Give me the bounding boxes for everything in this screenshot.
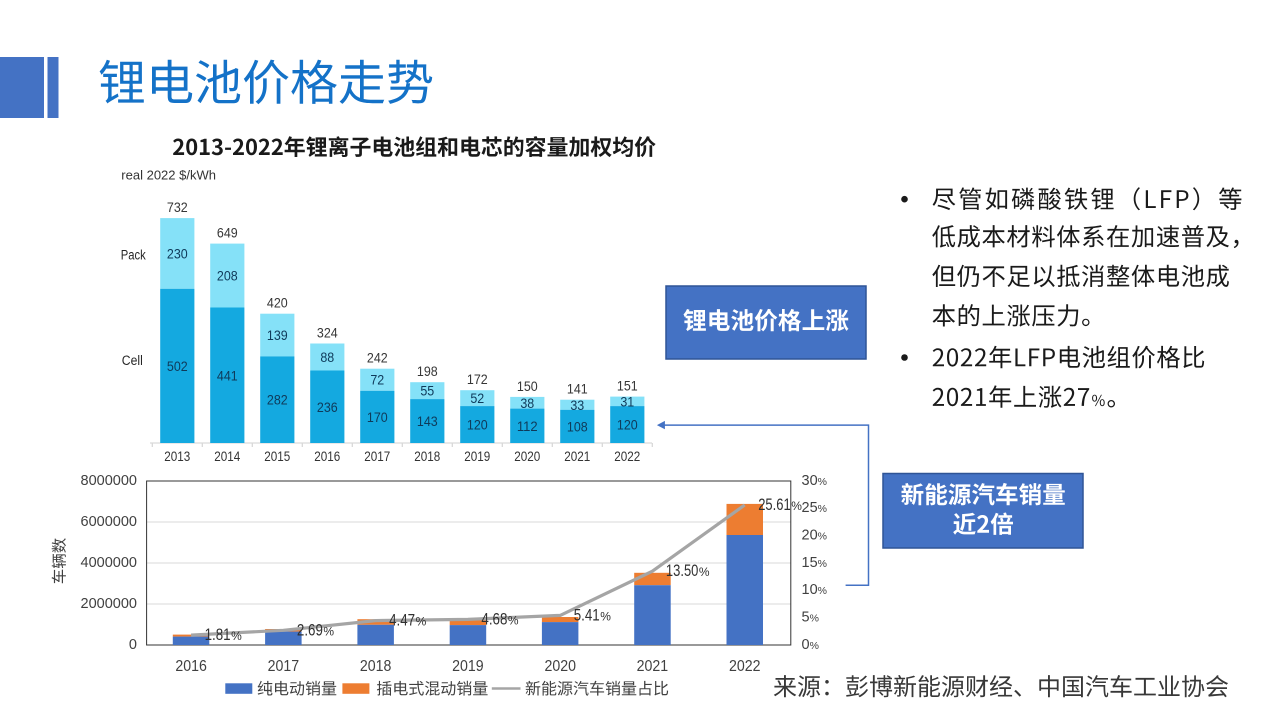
svg-text:120: 120 [467,418,488,433]
svg-text:31: 31 [620,394,634,409]
svg-text:2015: 2015 [264,449,290,464]
svg-text:25.61: 25.61 [758,495,791,514]
svg-text:2000000: 2000000 [81,596,137,612]
svg-text:15%: 15% [802,555,827,571]
svg-text:282: 282 [267,393,288,408]
svg-text:72: 72 [370,373,384,388]
svg-text:236: 236 [317,400,338,415]
svg-text:%: % [600,609,611,623]
svg-text:8000000: 8000000 [81,473,137,489]
svg-text:649: 649 [217,226,238,241]
svg-text:139: 139 [267,328,288,343]
svg-text:2018: 2018 [414,449,440,464]
svg-text:170: 170 [367,410,388,425]
svg-text:real 2022 $/kWh: real 2022 $/kWh [121,168,216,183]
svg-text:38: 38 [520,396,534,411]
svg-text:%: % [791,499,802,513]
svg-text:55: 55 [420,384,434,399]
svg-text:30%: 30% [802,473,827,489]
svg-text:2.69: 2.69 [297,620,323,639]
svg-text:Pack: Pack [121,247,146,262]
svg-text:441: 441 [217,368,238,383]
svg-text:%: % [699,565,710,579]
svg-text:732: 732 [167,200,188,215]
svg-text:5%: 5% [802,610,819,626]
svg-text:2014: 2014 [214,449,240,464]
svg-text:198: 198 [417,364,438,379]
svg-text:2021: 2021 [564,449,590,464]
svg-text:2018: 2018 [360,658,392,675]
svg-text:25%: 25% [802,500,827,516]
svg-text:2020: 2020 [544,658,576,675]
svg-text:2021: 2021 [637,658,669,675]
svg-text:242: 242 [367,351,388,366]
svg-text:112: 112 [517,419,538,434]
svg-text:0%: 0% [802,637,819,653]
svg-text:2013: 2013 [164,449,190,464]
svg-text:143: 143 [417,414,438,429]
svg-text:52: 52 [470,391,484,406]
svg-text:502: 502 [167,359,188,374]
svg-text:230: 230 [167,247,188,262]
svg-text:0: 0 [129,637,137,653]
svg-text:10%: 10% [802,582,827,598]
svg-text:%: % [416,615,427,629]
svg-text:2022: 2022 [729,658,761,675]
svg-text:108: 108 [567,419,588,434]
svg-text:2022: 2022 [614,449,640,464]
svg-text:4.47: 4.47 [389,611,415,630]
svg-text:120: 120 [617,418,638,433]
svg-text:420: 420 [267,296,288,311]
svg-text:2019: 2019 [464,449,490,464]
svg-text:%: % [508,613,519,627]
svg-text:6000000: 6000000 [81,514,137,530]
svg-text:%: % [323,624,334,638]
svg-text:150: 150 [517,379,538,394]
svg-text:2016: 2016 [314,449,340,464]
svg-text:141: 141 [567,382,588,397]
svg-text:2017: 2017 [364,449,390,464]
svg-text:208: 208 [217,269,238,284]
svg-text:2020: 2020 [514,449,540,464]
svg-text:2016: 2016 [175,658,207,675]
svg-text:172: 172 [467,372,488,387]
svg-text:324: 324 [317,326,338,341]
svg-text:151: 151 [617,379,638,394]
svg-text:13.50: 13.50 [666,561,699,580]
svg-text:20%: 20% [802,528,827,544]
svg-text:33: 33 [570,398,584,413]
svg-text:%: % [231,629,242,643]
svg-text:5.41: 5.41 [574,605,600,624]
svg-text:1.81: 1.81 [205,625,231,644]
svg-text:2019: 2019 [452,658,484,675]
svg-text:4.68: 4.68 [481,609,507,628]
svg-text:88: 88 [320,350,334,365]
svg-text:4000000: 4000000 [81,555,137,571]
svg-text:2017: 2017 [268,658,300,675]
svg-text:Cell: Cell [122,353,143,368]
